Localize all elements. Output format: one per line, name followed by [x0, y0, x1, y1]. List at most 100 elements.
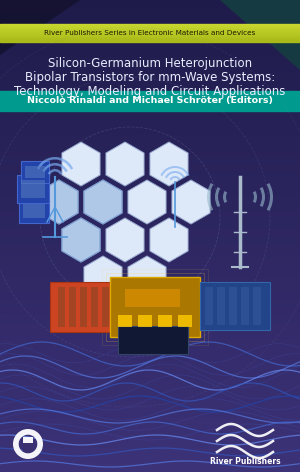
Bar [0, 281, 300, 283]
Wedge shape [37, 157, 73, 169]
Bar [0, 104, 300, 106]
Bar [0, 116, 300, 118]
Bar [0, 460, 300, 463]
Bar [0, 290, 300, 293]
Bar [125, 289, 180, 307]
Bar [0, 32, 300, 33]
Bar [0, 29, 300, 30]
Bar [0, 66, 300, 68]
Bar [0, 160, 300, 163]
Bar [0, 106, 300, 109]
Text: River Publishers Series in Electronic Materials and Devices: River Publishers Series in Electronic Ma… [44, 30, 256, 36]
Bar [0, 427, 300, 430]
Bar [21, 180, 45, 198]
Bar [0, 177, 300, 179]
Text: Niccolò Rinaldi and Michael Schröter (Editors): Niccolò Rinaldi and Michael Schröter (Ed… [27, 96, 273, 106]
Bar [0, 323, 300, 326]
Bar [0, 274, 300, 276]
Bar [0, 92, 300, 94]
Bar [0, 422, 300, 425]
Bar [0, 406, 300, 408]
Polygon shape [0, 0, 80, 55]
Bar [0, 45, 300, 47]
Bar [0, 441, 300, 444]
Bar [0, 401, 300, 404]
Polygon shape [150, 142, 188, 186]
Bar [0, 123, 300, 125]
Bar [23, 204, 45, 218]
Bar [0, 231, 300, 234]
Bar [0, 158, 300, 160]
Bar [0, 30, 300, 31]
Bar [0, 337, 300, 340]
Bar [0, 39, 300, 40]
Bar [229, 287, 237, 325]
Bar [0, 21, 300, 24]
Bar [0, 387, 300, 389]
Bar [0, 463, 300, 465]
Bar [0, 101, 300, 104]
Wedge shape [42, 163, 68, 172]
Bar [0, 40, 300, 42]
Text: Silicon-Germanium Heterojunction: Silicon-Germanium Heterojunction [48, 57, 252, 69]
Bar [0, 217, 300, 219]
Bar [0, 392, 300, 394]
Bar [0, 146, 300, 149]
Bar [0, 179, 300, 182]
Bar [0, 418, 300, 420]
Bar [0, 276, 300, 278]
Bar [0, 434, 300, 437]
FancyBboxPatch shape [110, 277, 200, 337]
Bar [91, 287, 98, 327]
Bar [0, 31, 300, 32]
Bar [0, 345, 300, 347]
Bar [0, 168, 300, 170]
Bar [0, 458, 300, 460]
Bar [0, 42, 300, 45]
Bar [0, 14, 300, 17]
Bar [0, 366, 300, 368]
Polygon shape [220, 0, 300, 70]
Bar [0, 175, 300, 177]
Bar [0, 432, 300, 434]
Polygon shape [40, 180, 78, 224]
Bar [0, 165, 300, 168]
Bar [0, 210, 300, 212]
Bar [0, 321, 300, 323]
Bar [0, 9, 300, 12]
Bar [0, 253, 300, 255]
Bar [0, 295, 300, 297]
Bar [0, 33, 300, 34]
FancyBboxPatch shape [21, 161, 49, 183]
Bar [0, 97, 300, 99]
Bar [0, 420, 300, 422]
Bar [0, 415, 300, 418]
Bar [0, 85, 300, 87]
Polygon shape [62, 218, 100, 262]
Bar [0, 283, 300, 286]
Bar [0, 257, 300, 260]
Bar [0, 125, 300, 127]
Bar [0, 439, 300, 441]
Bar [0, 151, 300, 153]
Bar [0, 356, 300, 359]
Bar [0, 156, 300, 158]
Bar [0, 35, 300, 36]
Bar [0, 361, 300, 363]
Polygon shape [62, 218, 100, 262]
FancyBboxPatch shape [19, 199, 49, 223]
Bar [0, 394, 300, 396]
Bar [0, 455, 300, 458]
Bar [0, 36, 300, 37]
Bar [0, 288, 300, 290]
Bar [0, 40, 300, 41]
Bar [0, 111, 300, 113]
Bar [0, 137, 300, 139]
Bar [0, 408, 300, 411]
Bar [0, 271, 300, 274]
Bar [0, 260, 300, 262]
Wedge shape [48, 169, 62, 175]
Text: Bipolar Transistors for mm-Wave Systems:: Bipolar Transistors for mm-Wave Systems: [25, 70, 275, 84]
Bar [0, 404, 300, 406]
Bar [253, 287, 261, 325]
